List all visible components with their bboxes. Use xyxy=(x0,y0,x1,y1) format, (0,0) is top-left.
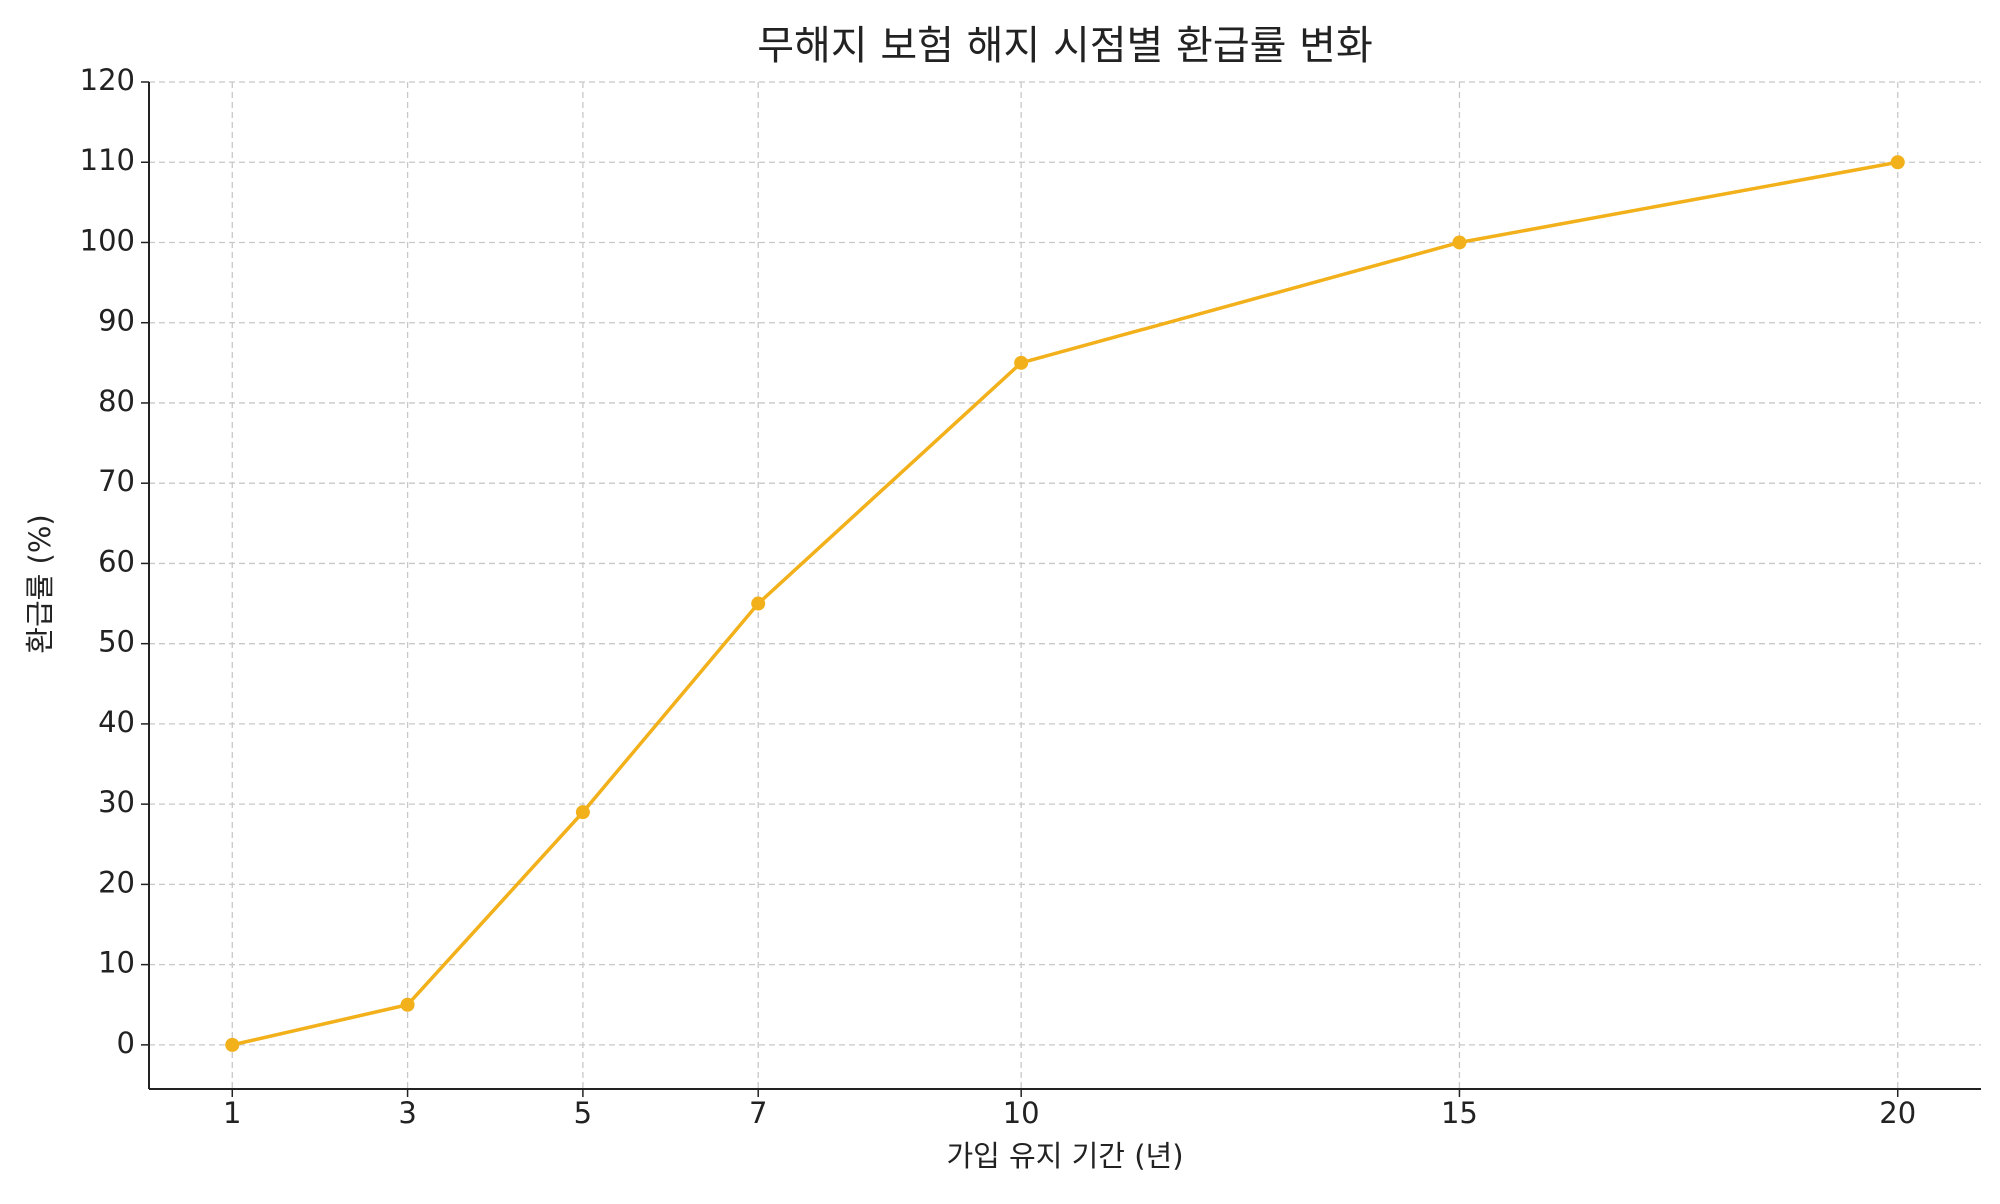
data-point xyxy=(1890,155,1905,170)
y-tick-label: 0 xyxy=(117,1026,135,1060)
x-tick-label: 15 xyxy=(1441,1096,1478,1130)
data-point xyxy=(1014,355,1029,370)
y-tick-label: 80 xyxy=(98,384,135,418)
data-point xyxy=(1452,235,1467,250)
data-point xyxy=(225,1037,240,1052)
y-tick-label: 30 xyxy=(98,785,135,819)
chart-title: 무해지 보험 해지 시점별 환급률 변화 xyxy=(757,23,1373,69)
y-tick-label: 50 xyxy=(98,625,135,659)
x-tick-label: 5 xyxy=(574,1096,592,1130)
y-axis-label: 환급률 (%) xyxy=(23,514,57,653)
y-tick-label: 90 xyxy=(98,304,135,338)
y-tick-label: 120 xyxy=(80,63,135,97)
x-tick-label: 10 xyxy=(1003,1096,1040,1130)
data-line xyxy=(231,160,1899,1047)
y-tick-label: 40 xyxy=(98,705,135,739)
data-point xyxy=(751,596,766,611)
y-tick-label: 60 xyxy=(98,544,135,578)
data-point xyxy=(400,997,415,1012)
y-tick-label: 110 xyxy=(80,143,135,177)
y-tick-label: 100 xyxy=(80,223,135,257)
x-axis-label: 가입 유지 기간 (년) xyxy=(946,1139,1183,1173)
x-tick-label: 20 xyxy=(1879,1096,1916,1130)
x-tick-label: 1 xyxy=(223,1096,241,1130)
x-tick-label: 3 xyxy=(398,1096,416,1130)
x-tick-label: 7 xyxy=(749,1096,767,1130)
y-tick-label: 10 xyxy=(98,946,135,980)
y-tick-label: 70 xyxy=(98,464,135,498)
data-point xyxy=(575,805,590,820)
y-tick-label: 20 xyxy=(98,865,135,899)
